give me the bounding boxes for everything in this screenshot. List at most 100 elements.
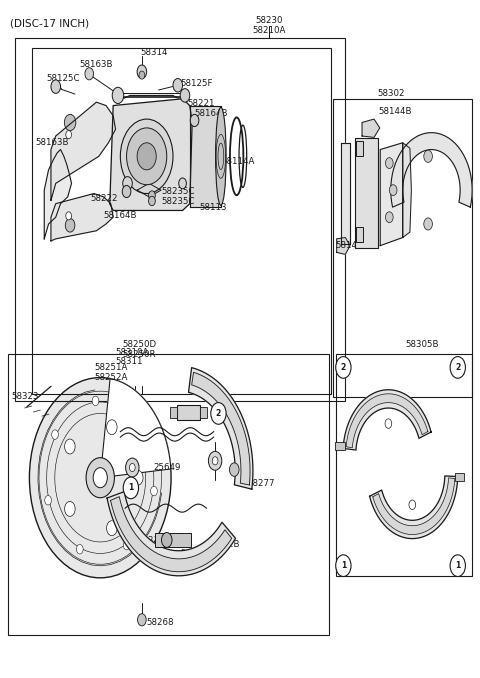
Circle shape (52, 430, 59, 439)
Circle shape (93, 468, 108, 487)
Circle shape (211, 403, 226, 424)
Text: 2: 2 (216, 409, 221, 418)
Text: 58268: 58268 (147, 618, 174, 627)
Circle shape (66, 131, 72, 139)
Text: 58314: 58314 (140, 47, 168, 57)
Text: 58272B: 58272B (206, 540, 240, 549)
Text: 58250D: 58250D (123, 340, 157, 349)
Text: 58221: 58221 (187, 99, 215, 108)
Bar (336, 354, 472, 576)
Polygon shape (362, 119, 380, 138)
Text: 58163B: 58163B (80, 60, 113, 69)
Bar (177, 405, 200, 420)
Circle shape (149, 196, 156, 205)
Bar (169, 407, 177, 418)
Circle shape (64, 115, 76, 131)
Circle shape (336, 357, 351, 378)
Circle shape (122, 185, 131, 197)
Circle shape (424, 218, 432, 230)
Circle shape (85, 68, 94, 80)
Text: 58277: 58277 (247, 479, 275, 487)
Bar (8, 354, 328, 635)
Circle shape (137, 65, 147, 79)
Polygon shape (192, 372, 250, 485)
Circle shape (208, 452, 222, 471)
Circle shape (212, 457, 218, 465)
Text: (DISC-17 INCH): (DISC-17 INCH) (10, 18, 89, 28)
Circle shape (127, 128, 167, 184)
Circle shape (179, 178, 186, 188)
Circle shape (450, 357, 466, 378)
Text: 58222: 58222 (91, 194, 118, 203)
Bar (356, 227, 363, 242)
Polygon shape (373, 478, 455, 534)
Bar (155, 532, 191, 547)
Text: 58114A: 58114A (222, 157, 255, 165)
Text: 58250R: 58250R (123, 350, 156, 359)
Circle shape (112, 87, 124, 104)
Bar (32, 48, 331, 395)
Polygon shape (51, 102, 116, 200)
Text: 58164B: 58164B (104, 212, 137, 220)
Text: 58164B: 58164B (194, 109, 228, 118)
Polygon shape (107, 492, 236, 576)
Text: 58235C: 58235C (161, 187, 194, 196)
Circle shape (123, 477, 139, 499)
Circle shape (138, 614, 146, 626)
Circle shape (389, 184, 397, 195)
Text: 58305B: 58305B (405, 340, 439, 349)
Polygon shape (336, 237, 350, 254)
Polygon shape (343, 390, 431, 450)
Circle shape (190, 115, 199, 127)
Text: 58310A: 58310A (116, 348, 149, 357)
Polygon shape (346, 394, 428, 447)
Text: 58235C: 58235C (161, 197, 194, 206)
Text: 58125C: 58125C (46, 74, 80, 83)
Circle shape (151, 486, 157, 496)
Circle shape (130, 464, 135, 472)
Circle shape (132, 471, 143, 485)
Circle shape (385, 158, 393, 169)
Circle shape (65, 502, 75, 517)
Bar (200, 407, 207, 418)
Text: 58113: 58113 (199, 203, 227, 212)
Polygon shape (370, 476, 458, 538)
Text: 58163B: 58163B (35, 138, 69, 147)
Bar (335, 441, 345, 450)
Text: 58251A: 58251A (94, 363, 127, 372)
Polygon shape (110, 99, 192, 210)
Text: 25649: 25649 (154, 463, 181, 472)
Bar (15, 38, 345, 401)
Text: 58144B: 58144B (336, 241, 369, 250)
Bar (356, 142, 363, 157)
Bar (333, 99, 472, 397)
Circle shape (409, 500, 416, 509)
Circle shape (65, 439, 75, 454)
Circle shape (107, 420, 117, 435)
Circle shape (123, 176, 132, 190)
Polygon shape (110, 497, 232, 572)
Text: 58312A: 58312A (137, 536, 170, 545)
Text: 58311: 58311 (116, 357, 143, 366)
Text: 58252A: 58252A (94, 373, 127, 382)
Polygon shape (137, 183, 161, 197)
Circle shape (86, 458, 114, 498)
Circle shape (424, 151, 432, 163)
Circle shape (149, 191, 156, 200)
Circle shape (180, 89, 190, 102)
Text: 2: 2 (341, 363, 346, 372)
Ellipse shape (161, 532, 172, 547)
Circle shape (66, 212, 72, 220)
Circle shape (126, 458, 139, 477)
Bar (355, 138, 378, 247)
Circle shape (385, 212, 393, 222)
Circle shape (65, 218, 75, 232)
Circle shape (450, 555, 466, 576)
Text: 58302: 58302 (377, 89, 405, 98)
Circle shape (76, 544, 83, 554)
Text: 58258: 58258 (180, 559, 208, 567)
Text: 58210A: 58210A (252, 26, 286, 35)
Text: 2: 2 (455, 363, 460, 372)
Text: 58230: 58230 (255, 16, 282, 24)
Text: 58323: 58323 (12, 392, 39, 401)
